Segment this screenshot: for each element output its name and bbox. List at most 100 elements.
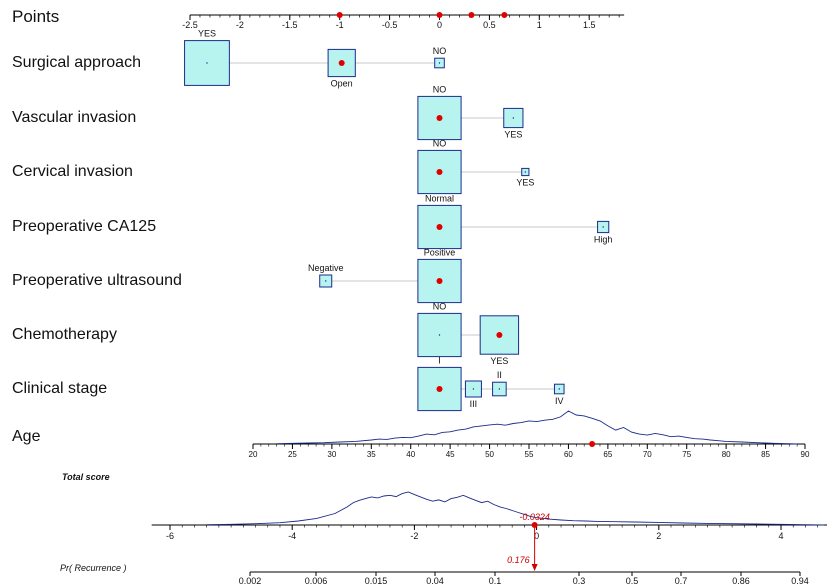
points-axis-tick-label: -2 — [236, 20, 244, 30]
points-axis-tick-label: 0 — [437, 20, 442, 30]
points-axis-tick-label: -1 — [336, 20, 344, 30]
level-label: Negative — [308, 263, 344, 273]
points-axis-tick-label: -2.5 — [182, 20, 198, 30]
level-label: YES — [198, 29, 216, 39]
age-selected-marker — [589, 441, 596, 447]
age-axis-tick-label: 90 — [801, 450, 810, 459]
points-axis-label: Points — [12, 7, 59, 26]
age-axis-tick-label: 50 — [485, 450, 494, 459]
selected-level-marker — [436, 115, 443, 121]
age-axis-tick-label: 60 — [564, 450, 573, 459]
age-axis-tick-label: 85 — [761, 450, 770, 459]
probability-tick-label: 0.3 — [573, 576, 586, 586]
total-score-selected-marker — [531, 522, 538, 528]
level-label: NO — [433, 84, 447, 94]
level-label: High — [594, 235, 613, 245]
level-center-dot — [512, 117, 515, 119]
total-score-tick-label: -4 — [288, 531, 296, 541]
selected-level-marker — [436, 386, 443, 392]
selected-level-marker — [338, 60, 345, 66]
variable-label: Age — [12, 428, 41, 445]
points-axis-marker — [501, 12, 508, 18]
level-center-dot — [206, 62, 208, 64]
level-box — [184, 40, 230, 86]
age-axis-tick-label: 55 — [525, 450, 534, 459]
age-axis-tick-label: 65 — [603, 450, 612, 459]
nomogram-marks-layer: Points -2.5 -2 -1.5 -1 -0.5 0 0.5 1 1.5 Surgical a… — [12, 7, 827, 586]
level-label: II — [497, 370, 502, 380]
level-center-dot — [558, 388, 560, 390]
age-axis-tick-label: 75 — [682, 450, 691, 459]
probability-tick-label: 0.86 — [732, 576, 750, 586]
variable-label: Preoperative CA125 — [12, 218, 156, 235]
selected-level-marker — [496, 332, 503, 338]
points-axis-tick-label: 0.5 — [483, 20, 496, 30]
total-score-tick-label: -6 — [166, 531, 174, 541]
variable-label: Surgical approach — [12, 54, 141, 71]
probability-tick-label: 0.006 — [305, 576, 328, 586]
variable-label: Chemotherapy — [12, 326, 117, 343]
points-axis-tick-label: -0.5 — [382, 20, 398, 30]
age-axis-tick-label: 80 — [722, 450, 731, 459]
level-label: YES — [516, 178, 534, 188]
level-center-dot — [602, 226, 604, 228]
level-label: III — [470, 399, 478, 409]
age-axis-tick-label: 30 — [327, 450, 336, 459]
total-score-density-curve — [206, 491, 824, 526]
level-label: NO — [433, 301, 447, 311]
level-label: NO — [433, 138, 447, 148]
probability-axis-label: Pr( Recurrence ) — [60, 563, 127, 573]
age-axis-tick-label: 45 — [446, 450, 455, 459]
total-score-selected-label: -0.0324 — [519, 512, 550, 522]
level-label: I — [438, 355, 441, 365]
probability-selected-label: 0.176 — [507, 555, 530, 565]
level-label: YES — [504, 130, 522, 140]
points-axis-tick-label: 1.5 — [583, 20, 596, 30]
probability-tick-label: 0.002 — [239, 576, 262, 586]
selected-level-marker — [436, 224, 443, 230]
variable-label: Preoperative ultrasound — [12, 272, 182, 289]
level-center-dot — [325, 280, 327, 282]
total-score-tick-label: 2 — [656, 531, 661, 541]
variable-label: Vascular invasion — [12, 109, 136, 126]
probability-tick-label: 0.015 — [365, 576, 388, 586]
level-label: IV — [555, 396, 564, 406]
probability-tick-label: 0.04 — [426, 576, 444, 586]
variable-label: Cervical invasion — [12, 163, 133, 180]
selected-level-marker — [436, 169, 443, 175]
probability-tick-label: 0.7 — [675, 576, 688, 586]
total-score-tick-label: 0 — [534, 531, 539, 541]
level-label: Open — [331, 79, 353, 89]
level-center-dot — [524, 171, 527, 173]
probability-tick-label: 0.94 — [791, 576, 809, 586]
level-label: YES — [490, 356, 508, 366]
level-label: Positive — [424, 247, 456, 257]
level-label: NO — [433, 46, 447, 56]
level-center-dot — [498, 388, 501, 390]
probability-tick-label: 0.5 — [626, 576, 639, 586]
level-center-dot — [438, 62, 441, 64]
level-center-dot — [438, 334, 441, 336]
selected-level-marker — [436, 278, 443, 284]
score-to-probability-arrowhead — [531, 564, 538, 571]
total-score-tick-label: -2 — [410, 531, 418, 541]
points-axis-tick-label: -1.5 — [282, 20, 298, 30]
age-density-curve — [276, 410, 798, 445]
age-axis-tick-label: 25 — [288, 450, 297, 459]
age-axis-tick-label: 40 — [406, 450, 415, 459]
age-axis-tick-label: 20 — [249, 450, 258, 459]
level-label: Normal — [425, 193, 454, 203]
points-axis-marker — [336, 12, 343, 18]
points-axis-marker — [468, 12, 475, 18]
probability-tick-label: 0.1 — [489, 576, 502, 586]
connector-lines-layer — [206, 62, 604, 390]
age-axis-tick-label: 70 — [643, 450, 652, 459]
total-score-tick-label: 4 — [778, 531, 783, 541]
total-score-label: Total score — [62, 472, 110, 482]
variable-label: Clinical stage — [12, 380, 107, 397]
level-center-dot — [472, 388, 475, 390]
age-axis-tick-label: 35 — [367, 450, 376, 459]
points-axis-marker — [436, 12, 443, 18]
points-axis-tick-label: 1 — [537, 20, 542, 30]
